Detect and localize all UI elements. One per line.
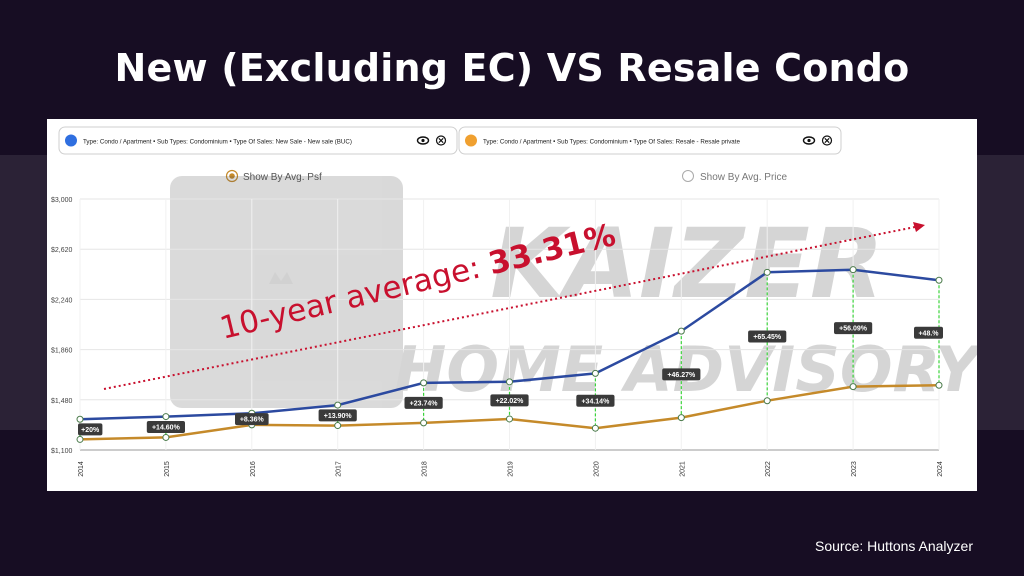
series-dot-icon (65, 134, 77, 147)
difference-badge (576, 394, 615, 407)
data-point (334, 401, 342, 409)
option-avg-price[interactable]: Show By Avg. Price (682, 170, 788, 184)
difference-label: +14.60% (152, 425, 181, 432)
x-tick-label: 2016 (250, 461, 257, 477)
difference-badge (235, 413, 269, 426)
difference-label: +8.36% (240, 417, 265, 424)
data-point (420, 379, 428, 387)
difference-label: +23.74% (410, 400, 439, 407)
chart-series (76, 266, 943, 443)
chart-card: Type: Condo / Apartment • Sub Types: Con… (47, 119, 977, 491)
eye-icon[interactable] (416, 136, 430, 145)
difference-badge (146, 421, 185, 434)
x-tick-label: 2019 (508, 461, 515, 477)
option-label: Show By Avg. Price (700, 172, 788, 183)
filter-label: Type: Condo / Apartment • Sub Types: Con… (83, 139, 352, 146)
data-point (935, 381, 943, 389)
page-title: New (Excluding EC) VS Resale Condo (114, 46, 910, 90)
difference-badge (748, 330, 787, 343)
difference-label: +20% (81, 427, 100, 434)
data-point (591, 369, 599, 377)
watermark-line1: KAIZER (490, 208, 884, 320)
data-point (334, 422, 342, 430)
difference-label: +22.02% (496, 398, 525, 405)
x-tick-label: 2018 (422, 461, 429, 477)
difference-badge (662, 368, 701, 381)
x-tick-label: 2020 (593, 461, 600, 477)
y-tick-label: $1,860 (51, 348, 73, 355)
data-point (506, 415, 513, 423)
filter-chip-resale[interactable]: Type: Condo / Apartment • Sub Types: Con… (458, 126, 842, 155)
crown-icon (269, 272, 293, 284)
y-tick-label: $3,000 (51, 197, 73, 204)
trend-arrow-line (103, 225, 921, 390)
difference-label: +13.90% (324, 413, 353, 420)
x-tick-label: 2014 (78, 461, 85, 477)
data-point (677, 327, 685, 335)
data-point (677, 414, 685, 422)
x-tick-label: 2021 (679, 461, 686, 477)
difference-label: +46.27% (667, 372, 696, 379)
difference-label: +34.14% (581, 398, 610, 405)
difference-badge (834, 322, 873, 335)
close-icon[interactable] (435, 135, 447, 146)
option-avg-psf[interactable]: Show By Avg. Psf (225, 169, 322, 184)
difference-badge (404, 396, 443, 409)
data-point (76, 415, 84, 423)
source-caption: Source: Huttons Analyzer (815, 538, 973, 554)
difference-badge (318, 409, 357, 422)
data-point (849, 383, 857, 391)
x-tick-label: 2015 (164, 461, 171, 477)
data-point (763, 397, 771, 405)
difference-label: +48.% (918, 330, 939, 337)
data-point (763, 268, 771, 276)
watermark: KAIZER HOME ADVISORY (170, 176, 977, 408)
option-label: Show By Avg. Psf (243, 172, 322, 183)
axis-ticks: $1,100 $1,480 $1,860 $2,240 $2,620 $3,000 2014… (51, 197, 944, 477)
eye-icon[interactable] (802, 136, 816, 145)
difference-label: +65.45% (753, 334, 782, 341)
filter-label: Type: Condo / Apartment • Sub Types: Con… (483, 139, 740, 146)
series-dot-icon (465, 134, 477, 147)
data-point (506, 378, 513, 386)
data-point (591, 424, 599, 432)
data-point (420, 419, 428, 427)
data-point (935, 276, 943, 284)
y-tick-label: $1,100 (51, 448, 73, 455)
x-tick-label: 2017 (336, 461, 343, 477)
x-tick-label: 2022 (765, 461, 772, 477)
data-point (849, 266, 857, 274)
data-point (76, 435, 84, 443)
difference-badge (78, 423, 103, 436)
x-tick-label: 2024 (937, 461, 944, 477)
y-tick-label: $2,240 (51, 297, 73, 304)
filter-chip-new-sale[interactable]: Type: Condo / Apartment • Sub Types: Con… (58, 126, 458, 155)
data-point (162, 433, 170, 441)
difference-label: +56.09% (839, 326, 868, 333)
difference-badge (914, 326, 943, 339)
line-chart: Type: Condo / Apartment • Sub Types: Con… (51, 126, 977, 477)
y-tick-label: $1,480 (51, 398, 73, 405)
difference-badge (490, 394, 529, 407)
x-tick-label: 2023 (851, 461, 858, 477)
arrow-head-icon (913, 222, 925, 232)
data-point (162, 413, 170, 421)
difference-badges: +20% +14.60% +8.36% +13.90% +23.74% +22.02% +3… (78, 322, 943, 436)
close-icon[interactable] (821, 135, 833, 146)
y-tick-label: $2,620 (51, 247, 73, 254)
